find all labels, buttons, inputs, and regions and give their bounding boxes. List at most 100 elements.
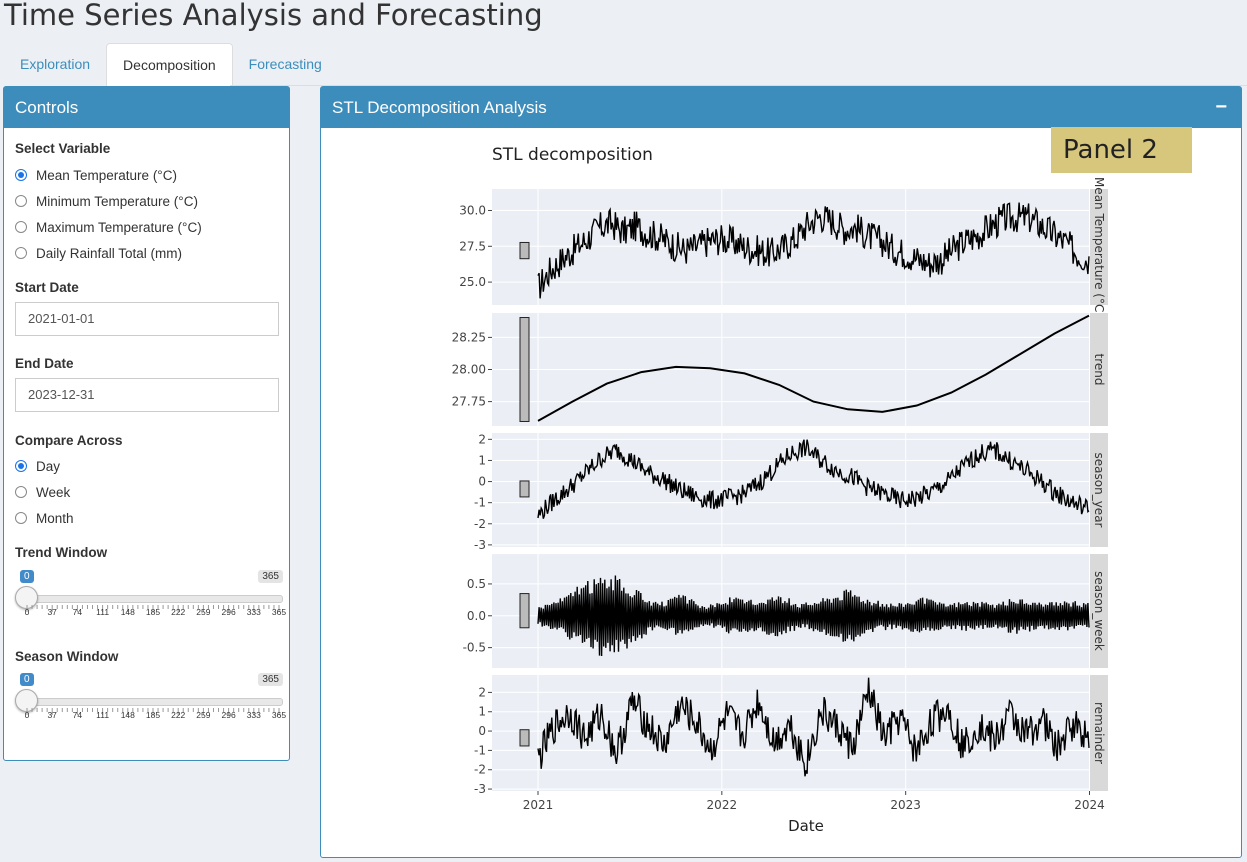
slider-tick-label: 0 [24, 607, 30, 617]
trend-window-label: Trend Window [15, 545, 108, 560]
facet-strip-label: Mean Temperature (°C) [1092, 177, 1106, 317]
compare-across-label: Compare Across [15, 433, 123, 448]
end-date-input[interactable]: 2023-12-31 [15, 378, 279, 412]
radio-icon [15, 460, 27, 472]
slider-tick-label: 111 [96, 710, 110, 720]
collapse-button[interactable]: − [1215, 96, 1227, 118]
tab-exploration[interactable]: Exploration [20, 56, 91, 72]
scale-bar [519, 729, 530, 747]
radio-label: Mean Temperature (°C) [36, 167, 177, 183]
analysis-title: STL Decomposition Analysis [332, 98, 547, 117]
facet-strip-label: remainder [1092, 702, 1106, 764]
y-tick-label: 25.0 [459, 275, 486, 289]
radio-icon [15, 169, 27, 181]
y-tick-label: 2 [478, 685, 486, 699]
tab-bar: Exploration Decomposition Forecasting [4, 43, 338, 87]
radio-label: Month [36, 510, 74, 526]
series-line [537, 202, 1090, 299]
slider-value-badge: 0 [20, 570, 34, 583]
slider-tick-label: 333 [246, 710, 261, 720]
tab-divider [230, 85, 1247, 86]
slider-tick-label: 259 [196, 607, 211, 617]
radio-label: Minimum Temperature (°C) [36, 193, 198, 209]
compare-across-group: Compare Across Day Week Month [15, 433, 123, 531]
radio-icon [15, 512, 27, 524]
slider-value-badge: 0 [20, 673, 34, 686]
tab-forecasting[interactable]: Forecasting [248, 56, 322, 72]
scale-bar [519, 480, 530, 498]
facet-strip [1090, 189, 1108, 305]
controls-box: Controls Select Variable Mean Temperatur… [3, 86, 290, 761]
radio-rainfall[interactable]: Daily Rainfall Total (mm) [15, 240, 202, 266]
slider-tick-label: 0 [24, 710, 30, 720]
slider-ticks [26, 605, 280, 612]
slider-max-badge: 365 [258, 673, 283, 686]
radio-max-temperature[interactable]: Maximum Temperature (°C) [15, 214, 202, 240]
slider-tick-label: 148 [120, 607, 135, 617]
radio-day[interactable]: Day [15, 453, 123, 479]
facet-remainder: 2 1 0 -1 -2 -3 remainder [474, 675, 1108, 796]
season-window-slider[interactable]: 0 365 0 37 74 111 148 185 222 259 296 333 365 [15, 673, 287, 743]
radio-min-temperature[interactable]: Minimum Temperature (°C) [15, 188, 202, 214]
y-tick-label: 1 [478, 705, 486, 719]
analysis-header: STL Decomposition Analysis − [321, 87, 1241, 128]
radio-week[interactable]: Week [15, 479, 123, 505]
slider-track[interactable] [25, 595, 283, 603]
select-variable-label: Select Variable [15, 141, 111, 156]
radio-label: Maximum Temperature (°C) [36, 219, 202, 235]
facet-strip [1090, 433, 1108, 547]
radio-icon [15, 247, 27, 259]
y-tick-label: 0 [478, 724, 486, 738]
start-date-label: Start Date [15, 280, 79, 295]
slider-tick-label: 296 [221, 607, 236, 617]
y-tick-label: 28.25 [452, 330, 486, 344]
facet-strip-label: trend [1092, 354, 1106, 386]
app-title: Time Series Analysis and Forecasting [4, 0, 543, 32]
stl-decomposition-chart: STL decomposition 30.0 27.5 25.0 Mean Temper… [452, 145, 1108, 835]
y-tick-label: -1 [474, 743, 486, 757]
y-tick-label: 28.00 [452, 363, 486, 377]
facet-strip [1090, 313, 1108, 426]
radio-icon [15, 221, 27, 233]
facet-strip [1090, 554, 1108, 668]
radio-icon [15, 195, 27, 207]
y-tick-label: -2 [474, 517, 486, 531]
slider-tick-label: 74 [72, 607, 83, 617]
tab-decomposition[interactable]: Decomposition [106, 43, 233, 87]
facet-trend: 28.25 28.00 27.75 trend [452, 313, 1108, 426]
slider-tick-label: 185 [145, 607, 161, 617]
slider-tick-label: 333 [246, 607, 261, 617]
slider-max-badge: 365 [258, 570, 283, 583]
y-tick-label: -3 [474, 538, 486, 552]
slider-tick-label: 148 [120, 710, 135, 720]
radio-icon [15, 486, 27, 498]
end-date-label: End Date [15, 356, 74, 371]
y-tick-label: -1 [474, 496, 486, 510]
y-tick-label: -3 [474, 782, 486, 796]
x-tick-label: 2022 [707, 798, 738, 812]
chart-title: STL decomposition [492, 145, 653, 165]
radio-month[interactable]: Month [15, 505, 123, 531]
end-date-group: End Date 2023-12-31 [15, 356, 279, 412]
radio-mean-temperature[interactable]: Mean Temperature (°C) [15, 162, 202, 188]
slider-tick-label: 111 [96, 607, 110, 617]
season-window-label: Season Window [15, 649, 119, 664]
y-tick-label: -2 [474, 763, 486, 777]
facet-season-year: 2 1 0 -1 -2 -3 season_year [474, 432, 1108, 552]
slider-tick-label: 365 [271, 607, 287, 617]
facet-background [492, 433, 1090, 547]
trend-window-slider[interactable]: 0 365 0 37 74 111 148 185 222 259 296 333 365 [15, 570, 287, 640]
facet-season-week: 0.5 0.0 -0.5 season_week [463, 554, 1108, 668]
y-tick-label: 0.5 [467, 577, 486, 591]
y-tick-label: 0.0 [467, 609, 486, 623]
slider-tick-label: 365 [271, 710, 287, 720]
start-date-input[interactable]: 2021-01-01 [15, 302, 279, 336]
scale-bar [519, 241, 530, 260]
facet-mean-temperature-c-: 30.0 27.5 25.0 Mean Temperature (°C) [459, 177, 1108, 317]
slider-tick-label: 259 [196, 710, 211, 720]
y-tick-label: -0.5 [463, 641, 486, 655]
controls-header: Controls [4, 87, 289, 128]
select-variable-group: Select Variable Mean Temperature (°C) Mi… [15, 141, 202, 266]
facet-strip [1090, 675, 1108, 791]
slider-track[interactable] [25, 698, 283, 706]
